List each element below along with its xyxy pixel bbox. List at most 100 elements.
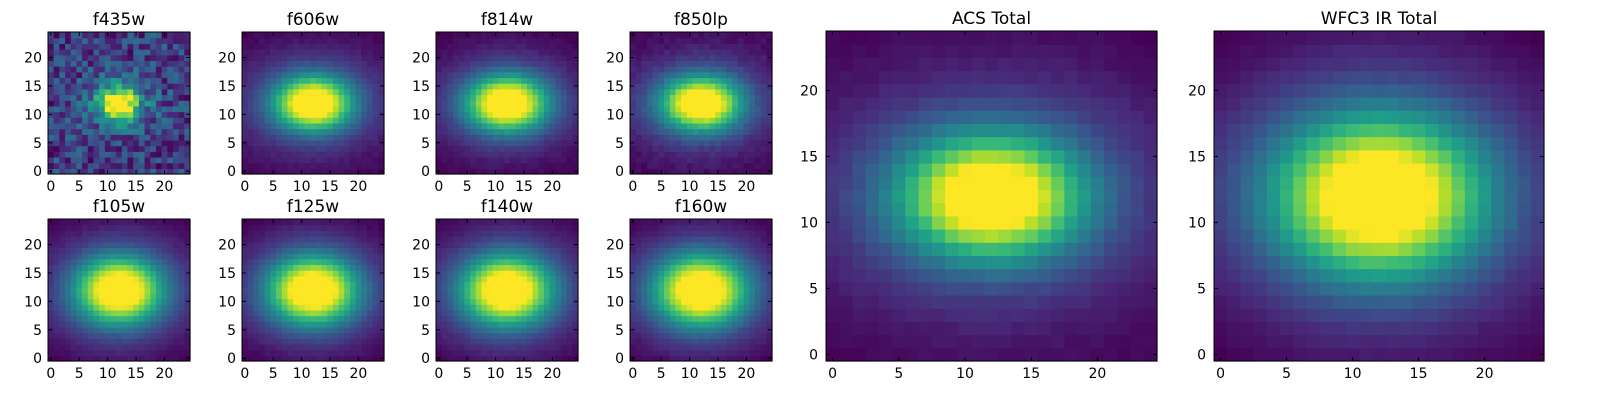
heatmap-cell xyxy=(675,32,682,39)
heatmap-cell xyxy=(310,117,317,124)
heatmap-cell xyxy=(59,281,66,288)
y-tick-label: 5 xyxy=(227,136,236,152)
heatmap-cell xyxy=(560,94,568,101)
heatmap-cell xyxy=(315,49,323,56)
heatmap-cell xyxy=(754,292,762,300)
heatmap-cell xyxy=(155,100,163,107)
heatmap-cell xyxy=(681,151,688,158)
heatmap-cell xyxy=(664,83,671,90)
heatmap-cell xyxy=(70,162,77,169)
heatmap-cell xyxy=(178,151,185,158)
heatmap-cell xyxy=(298,247,306,254)
heatmap-cell xyxy=(264,105,271,113)
heatmap-cell xyxy=(532,332,539,339)
heatmap-cell xyxy=(247,287,254,294)
heatmap-cell xyxy=(133,145,140,152)
heatmap-cell xyxy=(487,122,494,130)
heatmap-cell xyxy=(310,88,317,96)
heatmap-cell xyxy=(184,49,191,56)
heatmap-cell xyxy=(675,309,682,317)
heatmap-cell xyxy=(732,332,739,339)
heatmap-cell xyxy=(566,151,573,158)
heatmap-cell xyxy=(754,162,762,169)
heatmap-cell xyxy=(549,332,556,339)
heatmap-cell xyxy=(458,66,465,73)
heatmap-cell xyxy=(532,117,539,124)
heatmap-cell xyxy=(116,139,123,147)
heatmap-cell xyxy=(53,162,60,169)
heatmap-cell xyxy=(167,162,174,169)
heatmap-cell xyxy=(270,139,277,147)
heatmap-cell xyxy=(560,111,568,118)
heatmap-cell xyxy=(155,32,163,39)
heatmap-cell xyxy=(65,298,72,305)
heatmap-cell xyxy=(481,241,488,248)
heatmap-cell xyxy=(481,60,488,67)
heatmap-cell xyxy=(509,111,517,118)
heatmap-cell xyxy=(161,241,168,248)
heatmap-cell xyxy=(127,247,134,254)
heatmap-cell xyxy=(138,224,146,231)
heatmap-cell xyxy=(441,321,448,328)
heatmap-cell xyxy=(635,94,642,101)
heatmap-cell xyxy=(242,304,249,311)
heatmap-cell xyxy=(555,139,562,147)
heatmap-cell xyxy=(321,264,328,271)
heatmap-cell xyxy=(276,253,283,260)
heatmap-cell xyxy=(681,321,688,328)
heatmap-cell xyxy=(70,66,77,73)
heatmap-cell xyxy=(87,71,95,79)
heatmap-cell xyxy=(172,122,180,130)
heatmap-cell xyxy=(572,349,579,356)
heatmap-cell xyxy=(378,321,385,328)
heatmap-cell xyxy=(464,275,471,283)
heatmap-cell xyxy=(754,100,762,107)
heatmap-cell xyxy=(321,270,328,277)
heatmap-cell xyxy=(664,270,671,277)
heatmap-cell xyxy=(652,338,659,345)
heatmap-cell xyxy=(242,117,249,124)
heatmap-cell xyxy=(355,338,362,345)
heatmap-cell xyxy=(344,105,351,113)
heatmap-cell xyxy=(327,270,334,277)
heatmap-cell xyxy=(247,258,254,266)
heatmap-cell xyxy=(82,247,89,254)
heatmap-cell xyxy=(327,309,334,317)
heatmap-cell xyxy=(259,83,266,90)
heatmap-cell xyxy=(549,43,556,50)
heatmap-cell xyxy=(355,71,362,79)
heatmap-cell xyxy=(720,54,728,61)
heatmap-cell xyxy=(53,343,60,351)
heatmap-cell xyxy=(281,236,289,243)
heatmap-cell xyxy=(549,247,556,254)
heatmap-cell xyxy=(726,94,733,101)
heatmap-cell xyxy=(247,105,254,113)
heatmap-cell xyxy=(766,117,773,124)
heatmap-cell xyxy=(538,343,545,351)
heatmap-cell xyxy=(726,292,733,300)
heatmap-cell xyxy=(743,71,750,79)
heatmap-cell xyxy=(298,270,306,277)
heatmap-cell xyxy=(737,321,745,328)
heatmap-cell xyxy=(138,326,146,334)
heatmap-cell xyxy=(287,275,294,283)
heatmap-cell xyxy=(641,270,648,277)
heatmap-cell xyxy=(264,54,271,61)
heatmap-cell xyxy=(543,162,551,169)
heatmap-cell xyxy=(315,304,323,311)
heatmap-cell xyxy=(664,105,671,113)
heatmap-cell xyxy=(293,77,300,84)
heatmap-cell xyxy=(521,60,528,67)
heatmap-cell xyxy=(664,315,671,322)
heatmap-cell xyxy=(293,349,300,356)
heatmap-cell xyxy=(65,281,72,288)
heatmap-cell xyxy=(698,128,705,135)
heatmap-cell xyxy=(464,338,471,345)
heatmap-cell xyxy=(87,241,95,248)
heatmap-cell xyxy=(549,111,556,118)
heatmap-cell xyxy=(487,156,494,164)
heatmap-cell xyxy=(361,66,368,73)
heatmap-cell xyxy=(560,66,568,73)
heatmap-cell xyxy=(53,219,60,226)
heatmap-cell xyxy=(453,60,460,67)
